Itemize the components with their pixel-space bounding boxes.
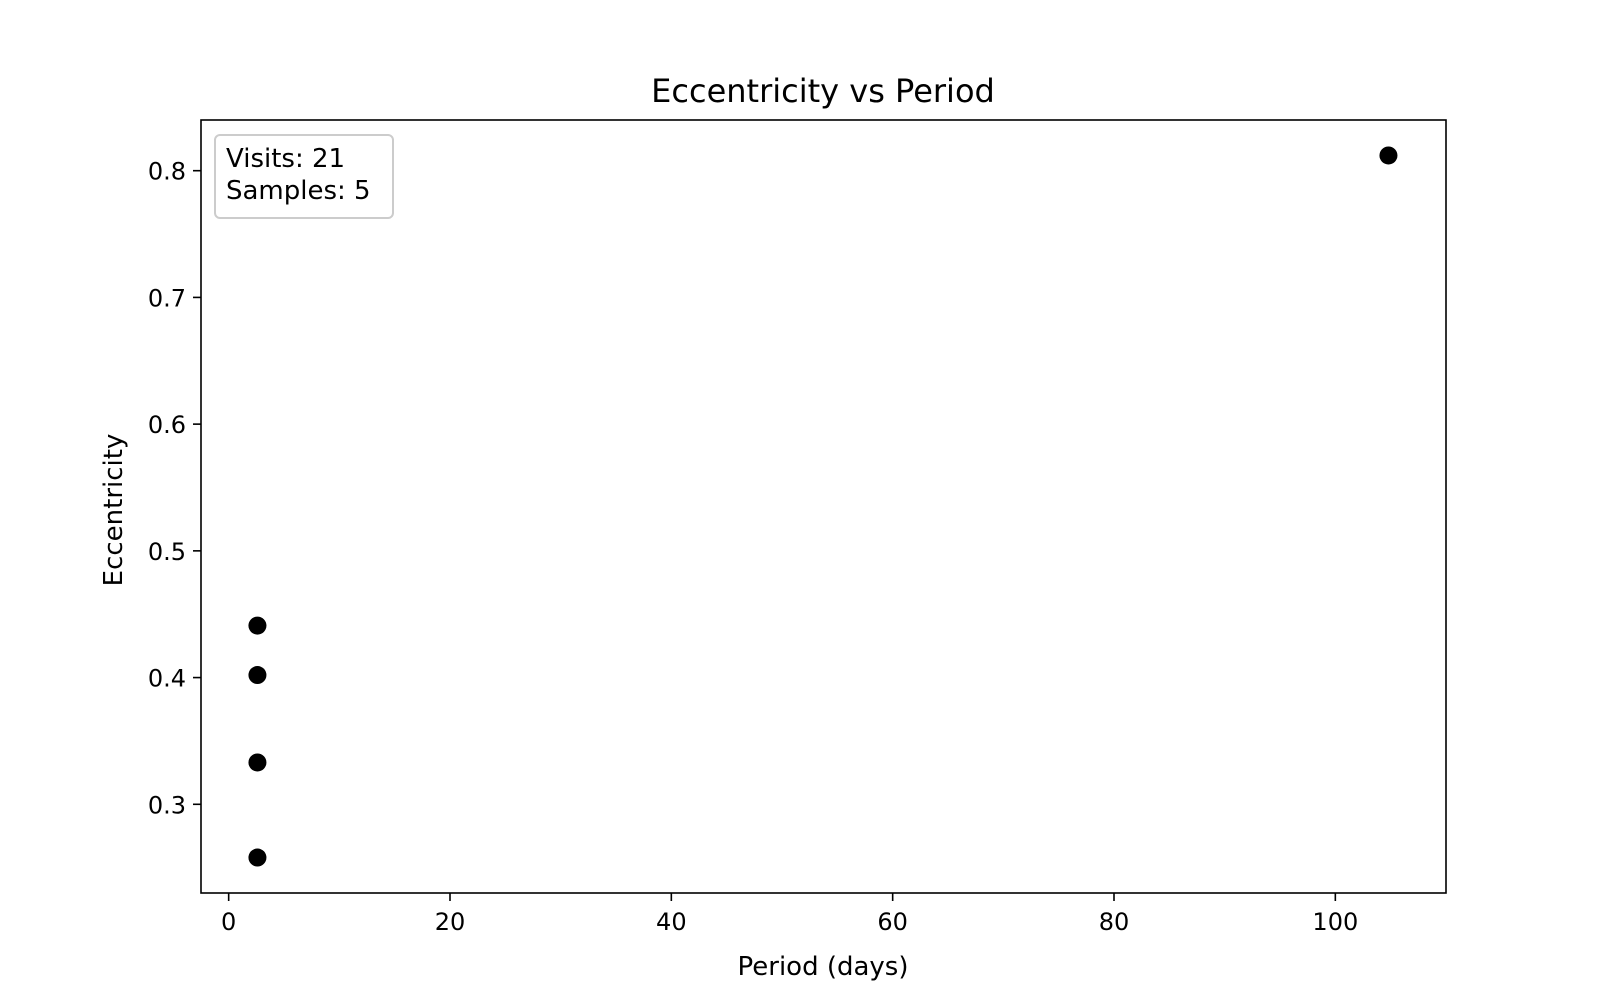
data-point — [1379, 146, 1398, 165]
y-axis: 0.3 0.4 0.5 0.6 0.7 0.8 — [148, 158, 201, 819]
y-tick-label: 0.6 — [148, 411, 186, 439]
plot-area-frame — [200, 119, 1447, 894]
x-axis-label: Period (days) — [738, 952, 909, 982]
data-point — [248, 666, 267, 685]
x-tick-label: 100 — [1312, 908, 1358, 936]
y-axis-label: Eccentricity — [99, 434, 129, 587]
x-axis: 0 20 40 60 80 100 — [221, 893, 1358, 936]
x-tick-label: 80 — [1099, 908, 1130, 936]
x-tick-label: 0 — [221, 908, 236, 936]
data-point — [248, 616, 267, 635]
annotation-line-samples: Samples: 5 — [226, 176, 371, 206]
x-tick-label: 40 — [656, 908, 687, 936]
annotation-line-visits: Visits: 21 — [226, 144, 345, 174]
chart-title: Eccentricity vs Period — [651, 72, 995, 110]
data-points — [248, 146, 1398, 867]
y-tick-label: 0.4 — [148, 665, 186, 693]
x-tick-label: 20 — [435, 908, 466, 936]
data-point — [248, 848, 267, 867]
annotation-box: Visits: 21 Samples: 5 — [214, 134, 394, 219]
y-tick-label: 0.5 — [148, 538, 186, 566]
x-tick-label: 60 — [877, 908, 908, 936]
y-tick-label: 0.3 — [148, 791, 186, 819]
y-tick-label: 0.8 — [148, 158, 186, 186]
y-tick-label: 0.7 — [148, 284, 186, 312]
annotation-box-frame — [214, 134, 394, 219]
data-point — [248, 753, 267, 772]
